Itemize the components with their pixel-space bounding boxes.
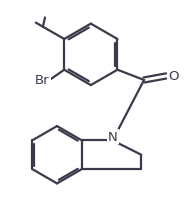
Text: O: O — [168, 70, 179, 83]
Text: Br: Br — [35, 74, 50, 87]
Text: N: N — [108, 130, 117, 143]
